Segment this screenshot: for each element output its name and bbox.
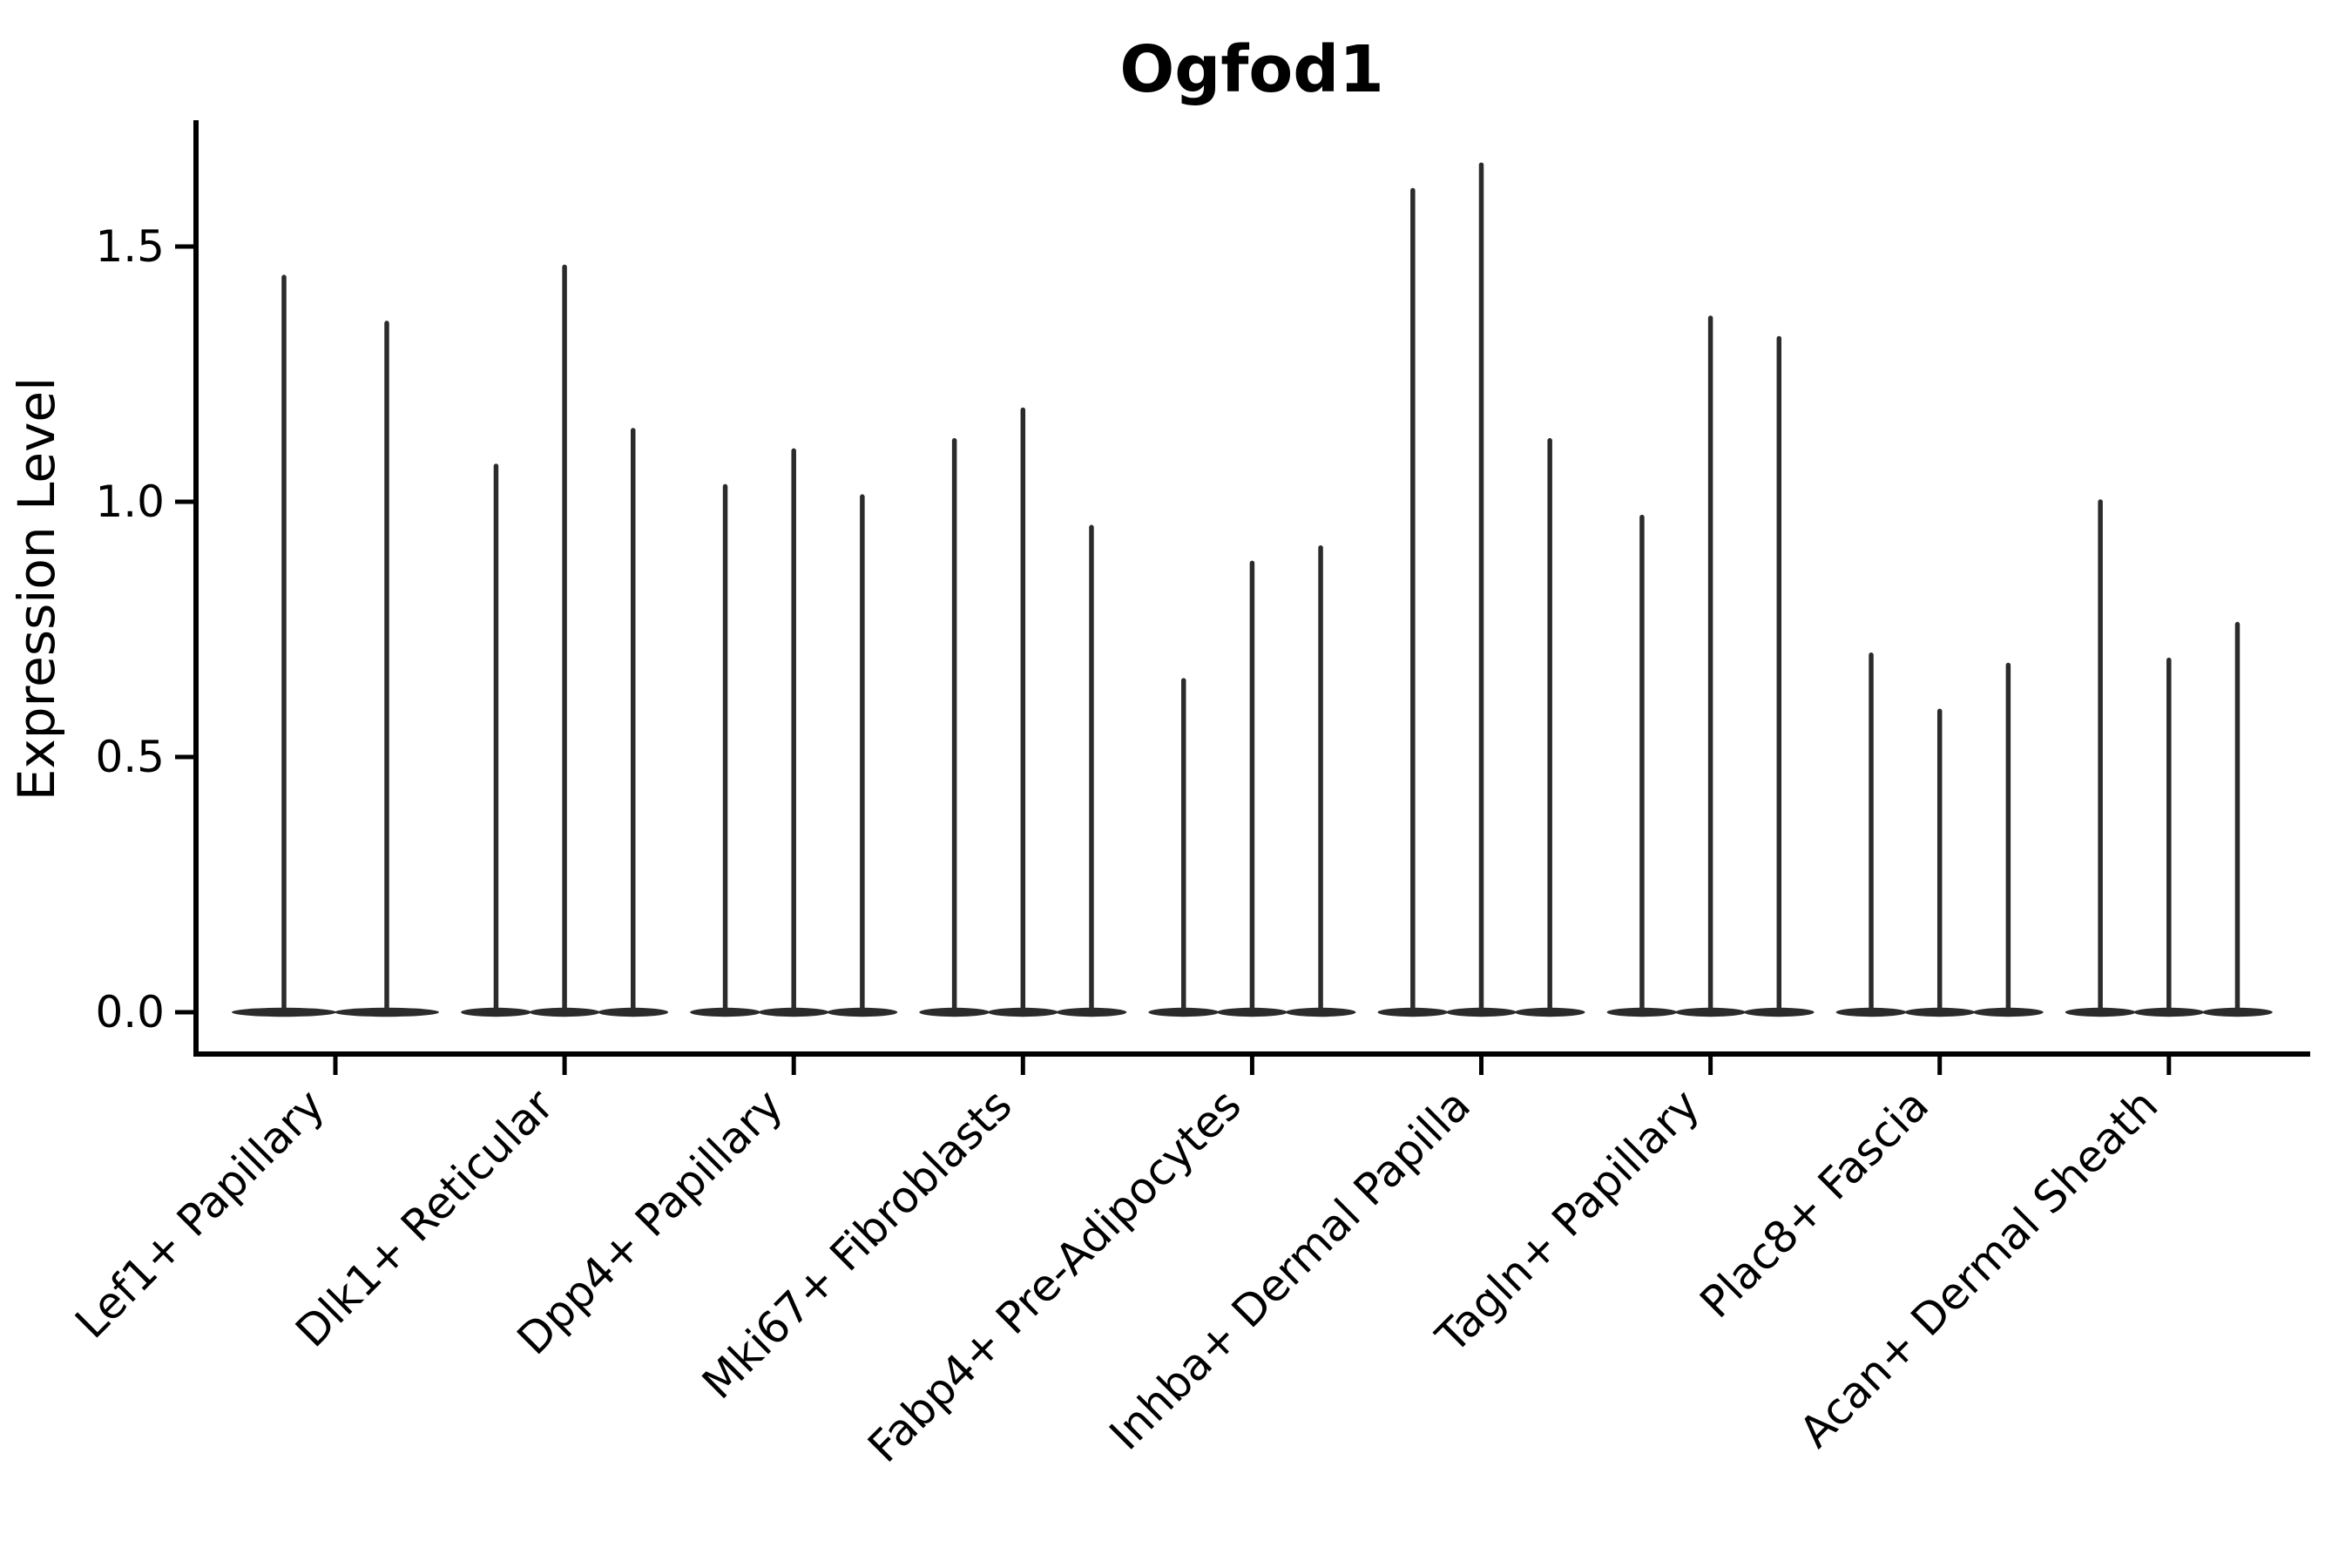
y-tick-label: 0.0 — [95, 987, 165, 1037]
chart-title: Ogfod1 — [1119, 32, 1383, 107]
violin — [827, 494, 898, 1017]
violin — [690, 483, 760, 1017]
violin — [598, 428, 669, 1017]
x-tick-label: Plac8+ Fascia — [1690, 1079, 1938, 1328]
violin — [1056, 524, 1127, 1017]
x-tick-label: Lef1+ Papillary — [65, 1079, 334, 1348]
y-axis-label: Expression Level — [7, 377, 66, 801]
violin — [1835, 652, 1907, 1017]
violin — [1217, 560, 1288, 1017]
y-tick-label: 1.0 — [95, 476, 165, 527]
violin — [461, 463, 531, 1017]
violin — [987, 407, 1058, 1017]
violin — [1675, 315, 1746, 1017]
y-tick-labels: 0.0 0.5 1.0 1.5 — [95, 221, 196, 1037]
violin — [232, 274, 336, 1017]
violins — [232, 162, 2273, 1017]
violin — [2133, 657, 2205, 1017]
x-tick-label: Fabp4+ Pre-Adipocytes — [858, 1079, 1251, 1472]
violin — [1743, 335, 1815, 1017]
violin — [1973, 662, 2044, 1017]
violin — [2065, 499, 2136, 1017]
y-tick-label: 0.5 — [95, 732, 165, 782]
violin — [2202, 621, 2273, 1017]
violin — [919, 437, 990, 1017]
violin — [1446, 162, 1517, 1017]
violin — [1148, 678, 1220, 1017]
y-tick-label: 1.5 — [95, 221, 165, 272]
violin — [758, 448, 829, 1017]
violin — [529, 264, 600, 1017]
violin — [1904, 708, 1976, 1017]
violin — [1285, 544, 1356, 1017]
violin — [1606, 514, 1678, 1017]
violin — [1514, 437, 1585, 1017]
violin — [335, 321, 439, 1017]
violin — [1377, 187, 1449, 1017]
